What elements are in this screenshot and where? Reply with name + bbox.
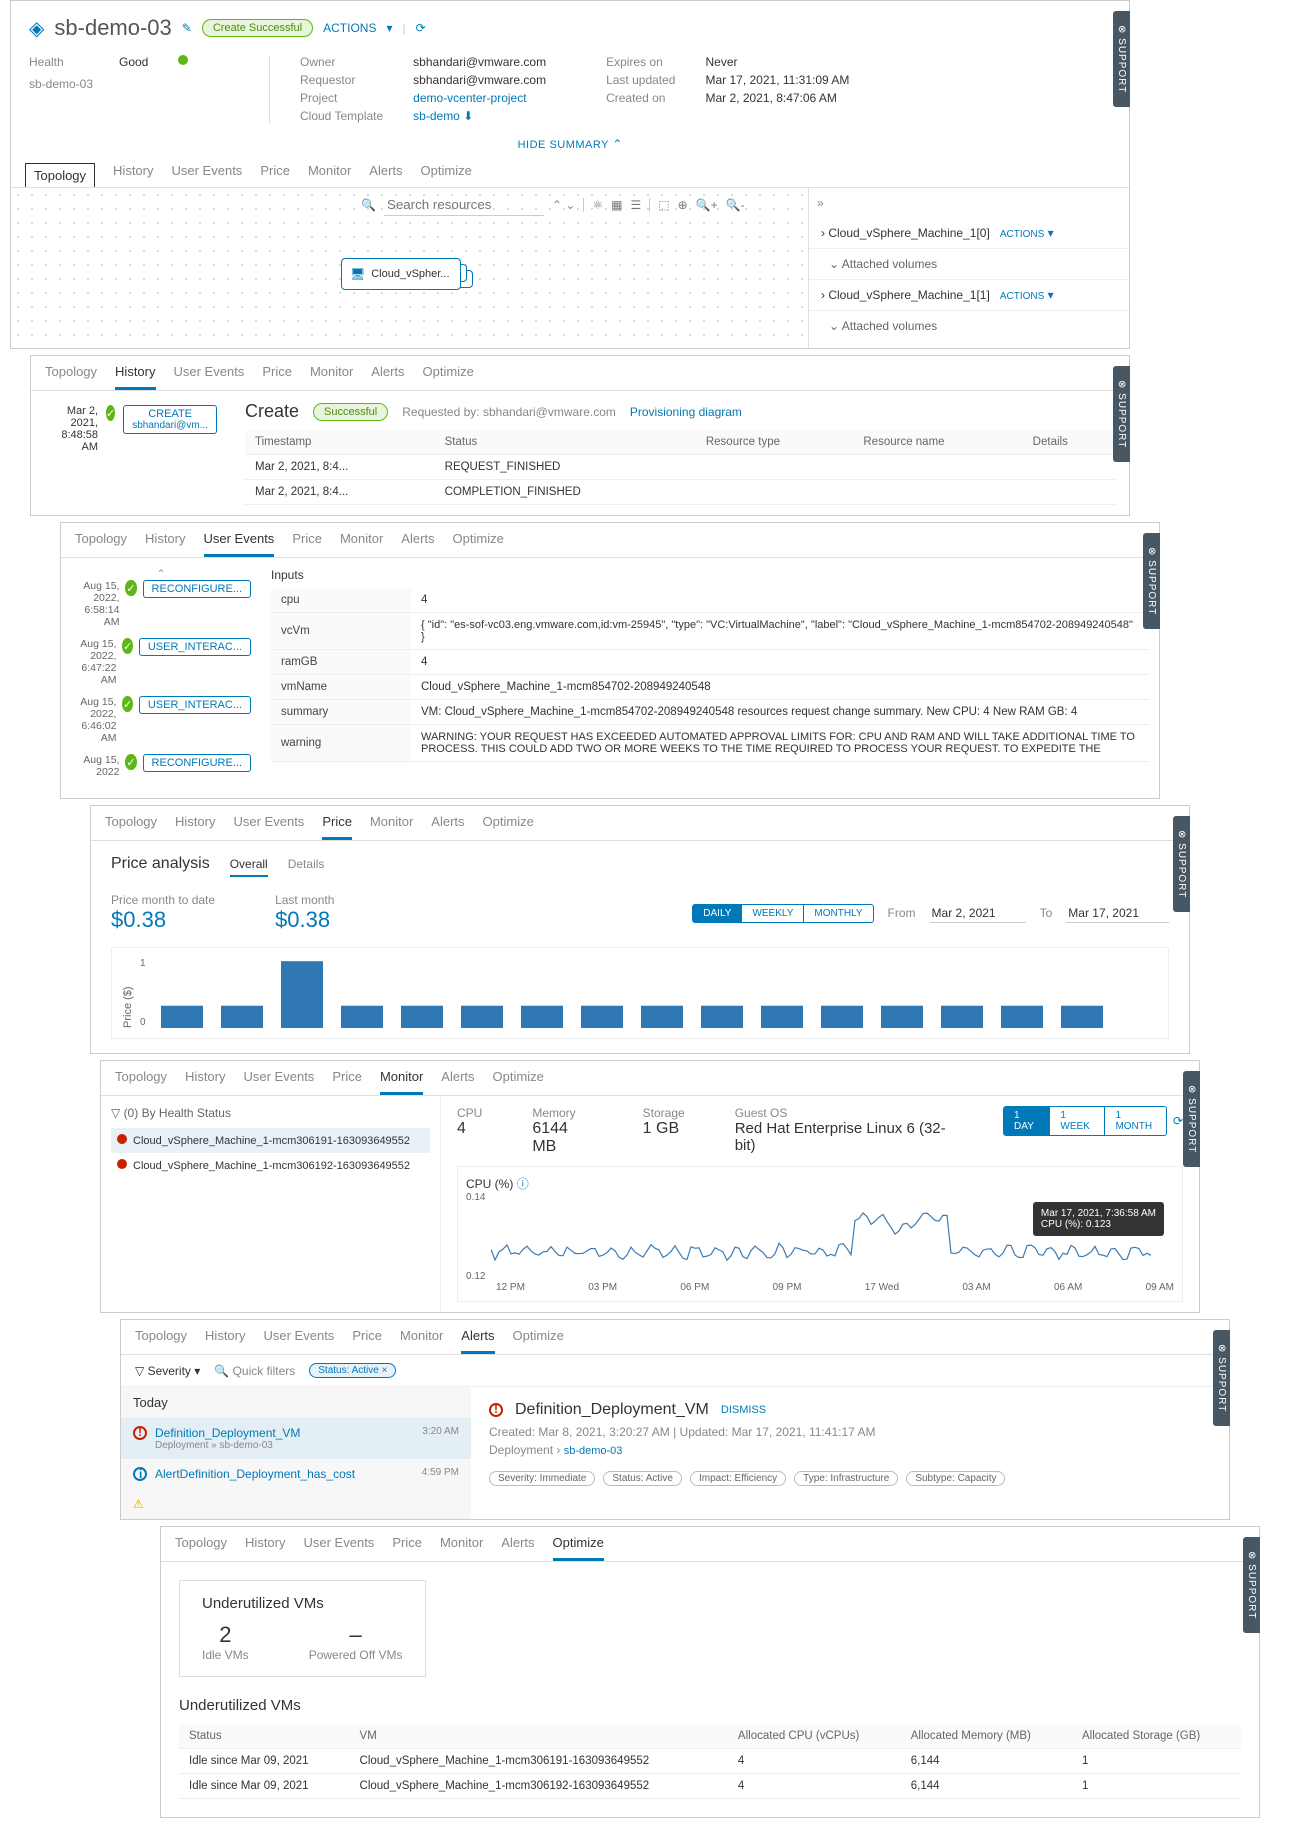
tab-history[interactable]: History <box>113 163 153 187</box>
topology-node[interactable]: Cloud_vSpher... <box>371 268 449 280</box>
history-title: Create <box>245 401 299 422</box>
refresh-icon[interactable]: ⟳ <box>1173 1114 1183 1128</box>
tab-price[interactable]: Price <box>260 163 290 187</box>
status-chip[interactable]: Status: Active × <box>309 1363 396 1378</box>
history-event-label[interactable]: CREATE <box>132 408 208 420</box>
alert-list-item: ! Definition_Deployment_VM Deployment » … <box>121 1418 471 1459</box>
vm-icon: 🖥 <box>350 267 365 281</box>
seg-daily[interactable]: DAILY <box>693 905 742 922</box>
seg-1week[interactable]: 1 WEEK <box>1050 1107 1105 1135</box>
support-tab[interactable]: ⊗ SUPPORT <box>1213 1330 1230 1426</box>
refresh-icon[interactable]: ⟳ <box>416 21 426 35</box>
page-title: sb-demo-03 <box>54 15 171 41</box>
vm-list-item: Cloud_vSphere_Machine_1-mcm306191-163093… <box>111 1128 430 1153</box>
attached-volumes-2[interactable]: Attached volumes <box>842 319 937 333</box>
attached-volumes-1[interactable]: Attached volumes <box>842 257 937 271</box>
alert-critical-icon: ! <box>489 1403 503 1417</box>
support-tab[interactable]: ⊗ SUPPORT <box>1173 816 1190 912</box>
toolbar-center-icon[interactable]: ⊕ <box>678 198 688 212</box>
tab-optimize[interactable]: Optimize <box>421 163 472 187</box>
subtab-overall[interactable]: Overall <box>230 857 268 877</box>
status-dot-icon <box>117 1134 127 1144</box>
toolbar-zoomin-icon[interactable]: 🔍+ <box>696 198 718 212</box>
seg-monthly[interactable]: MONTHLY <box>804 905 872 922</box>
event-chip[interactable]: USER_INTERAC... <box>139 638 251 656</box>
price-bar-chart <box>152 958 1112 1028</box>
support-tab[interactable]: ⊗ SUPPORT <box>1143 533 1160 629</box>
download-icon[interactable]: ⬇ <box>463 109 473 123</box>
owner-value: sbhandari@vmware.com <box>413 55 546 69</box>
date-from[interactable]: Mar 2, 2021 <box>930 904 1026 923</box>
support-tab[interactable]: ⊗ SUPPORT <box>1243 1537 1260 1633</box>
chevron-up-icon[interactable]: ⌃ <box>71 568 251 580</box>
table-row: Mar 2, 2021, 8:4...REQUEST_FINISHED <box>245 455 1115 480</box>
date-to[interactable]: Mar 17, 2021 <box>1066 904 1169 923</box>
project-link[interactable]: demo-vcenter-project <box>413 91 546 105</box>
info-icon[interactable]: ⓘ <box>517 1177 529 1191</box>
chart-tooltip: Mar 17, 2021, 7:36:58 AM CPU (%): 0.123 <box>1033 1202 1164 1236</box>
expand-icon[interactable]: » <box>809 188 1129 218</box>
alert-critical-icon: ! <box>133 1426 147 1440</box>
seg-1day[interactable]: 1 DAY <box>1004 1107 1050 1135</box>
support-tab[interactable]: ⊗ SUPPORT <box>1113 366 1130 462</box>
tab-topology[interactable]: Topology <box>25 163 95 187</box>
subtab-details[interactable]: Details <box>288 857 325 871</box>
toolbar-listview-icon[interactable]: ☰ <box>631 198 642 212</box>
health-dot-icon <box>178 55 188 65</box>
seg-1month[interactable]: 1 MONTH <box>1105 1107 1166 1135</box>
hide-summary-link[interactable]: HIDE SUMMARY <box>518 139 609 151</box>
search-input[interactable] <box>384 194 544 216</box>
status-pill: Create Successful <box>202 19 313 37</box>
event-chip[interactable]: RECONFIGURE... <box>143 754 251 772</box>
edit-icon[interactable]: ✎ <box>182 21 192 35</box>
dismiss-link[interactable]: DISMISS <box>721 1404 766 1416</box>
seg-weekly[interactable]: WEEKLY <box>742 905 804 922</box>
event-chip[interactable]: USER_INTERAC... <box>139 696 251 714</box>
event-chip[interactable]: RECONFIGURE... <box>143 580 251 598</box>
tab-alerts[interactable]: Alerts <box>369 163 402 187</box>
side-actions-1[interactable]: ACTIONS <box>1000 229 1044 240</box>
table-row: Idle since Mar 09, 2021Cloud_vSphere_Mac… <box>179 1749 1241 1774</box>
actions-dropdown[interactable]: ACTIONS <box>323 21 376 35</box>
side-actions-2[interactable]: ACTIONS <box>1000 291 1044 302</box>
side-item-2[interactable]: Cloud_vSphere_Machine_1[1] <box>828 288 989 302</box>
alert-info-icon: i <box>133 1467 147 1481</box>
success-icon: ✓ <box>106 405 115 421</box>
tab-user-events[interactable]: User Events <box>172 163 243 187</box>
health-value: Good <box>119 55 148 69</box>
toolbar-zoomout-icon[interactable]: 🔍- <box>726 198 745 212</box>
toolbar-graph-icon[interactable]: ⚛ <box>592 198 603 212</box>
template-link[interactable]: sb-demo <box>413 109 460 123</box>
support-tab[interactable]: ⊗ SUPPORT <box>1113 11 1130 107</box>
toolbar-list-icon[interactable]: ▦ <box>611 198 622 212</box>
table-row: Idle since Mar 09, 2021Cloud_vSphere_Mac… <box>179 1774 1241 1799</box>
status-dot-icon <box>117 1159 127 1169</box>
alert-warning-icon: ⚠ <box>133 1497 144 1511</box>
provisioning-diagram-link[interactable]: Provisioning diagram <box>630 405 742 419</box>
vm-list-item: Cloud_vSphere_Machine_1-mcm306192-163093… <box>111 1153 430 1178</box>
health-label: Health <box>29 55 89 69</box>
requestor-value: sbhandari@vmware.com <box>413 73 546 87</box>
side-item-1[interactable]: Cloud_vSphere_Machine_1[0] <box>828 226 989 240</box>
table-row: Mar 2, 2021, 8:4...COMPLETION_FINISHED <box>245 480 1115 505</box>
app-icon: ◈ <box>29 16 44 41</box>
subtitle: sb-demo-03 <box>29 77 209 91</box>
inputs-label: Inputs <box>271 568 1149 582</box>
support-tab[interactable]: ⊗ SUPPORT <box>1183 1071 1200 1167</box>
alert-list-item: i AlertDefinition_Deployment_has_cost 4:… <box>121 1459 471 1489</box>
toolbar-fit-icon[interactable]: ⬚ <box>658 198 669 212</box>
tab-monitor[interactable]: Monitor <box>308 163 351 187</box>
